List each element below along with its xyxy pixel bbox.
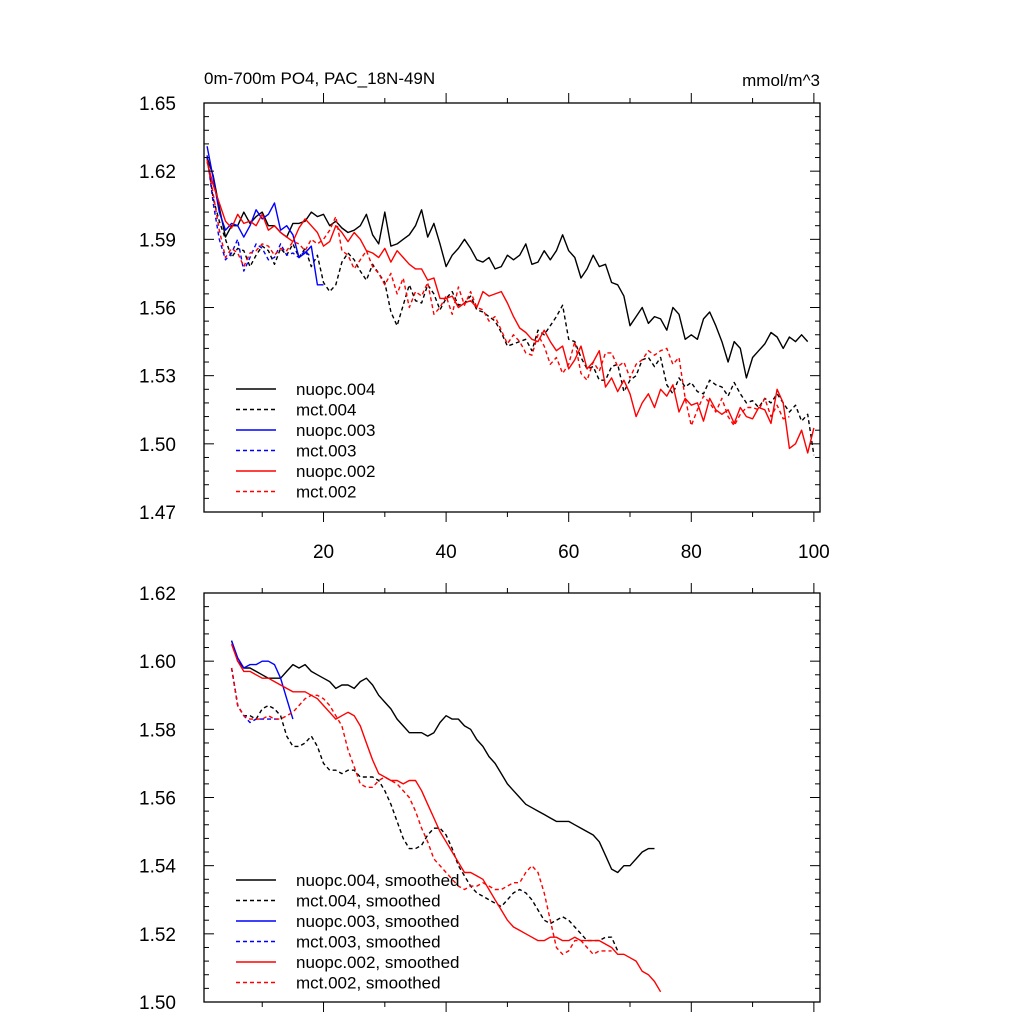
series-line-nuopc-003-smoothed	[230, 640, 294, 720]
bottom-panel-axes: 1.50 1.52 1.54 1.56 1.58 1.60 1.62	[139, 583, 821, 1014]
y-tick-label: 1.50	[139, 993, 176, 1014]
legend-label: mct.003	[296, 442, 356, 461]
y-tick-label: 1.50	[139, 435, 176, 456]
x-tick-label: 80	[681, 542, 702, 563]
series-line-nuopc-003	[206, 146, 324, 286]
y-tick-label: 1.56	[139, 789, 176, 810]
legend-label: mct.004, smoothed	[296, 892, 441, 911]
y-tick-label: 1.60	[139, 652, 176, 673]
legend-label: mct.002	[296, 483, 356, 502]
y-tick-label: 1.58	[139, 720, 176, 741]
series-line-mct-002-smoothed	[230, 667, 612, 955]
y-tick-label: 1.62	[139, 584, 176, 605]
y-tick-label: 1.53	[139, 367, 176, 388]
bottom-panel: 1.50 1.52 1.54 1.56 1.58 1.60 1.62 nuopc.004, …	[139, 583, 821, 1014]
x-tick-label: 100	[798, 542, 830, 563]
x-tick-label: 60	[558, 542, 579, 563]
y-tick-label: 1.59	[139, 230, 176, 251]
y-tick-label: 1.47	[139, 503, 176, 524]
series-line-nuopc-004	[206, 157, 809, 379]
legend-label: mct.003, smoothed	[296, 933, 441, 952]
x-tick-label: 20	[313, 542, 334, 563]
series-line-nuopc-004-smoothed	[230, 640, 655, 874]
top-panel-title: 0m-700m PO4, PAC_18N-49N	[204, 69, 435, 88]
legend-label: nuopc.002	[296, 462, 375, 481]
legend-label: nuopc.003	[296, 421, 375, 440]
top-panel-units: mmol/m^3	[742, 71, 820, 90]
y-tick-label: 1.56	[139, 299, 176, 320]
series-line-mct-004	[206, 157, 815, 456]
legend-label: mct.002, smoothed	[296, 974, 441, 993]
top-panel: 0m-700m PO4, PAC_18N-49N mmol/m^3 1.471.…	[139, 69, 830, 563]
legend-label: mct.004	[296, 401, 356, 420]
legend-label: nuopc.004	[296, 380, 375, 399]
series-line-mct-003	[206, 155, 312, 272]
series-line-nuopc-002	[206, 161, 815, 454]
legend-label: nuopc.002, smoothed	[296, 953, 460, 972]
legend-label: nuopc.003, smoothed	[296, 912, 460, 931]
top-panel-axes: 1.47 1.50 1.53 1.56 1.59 1.62 1.65 20 40 60 80 100	[139, 93, 830, 563]
bottom-panel-series	[230, 640, 662, 993]
series-line-mct-004-smoothed	[230, 667, 619, 952]
series-line-nuopc-002-smoothed	[230, 643, 662, 993]
top-panel-series	[206, 146, 815, 456]
x-tick-label: 40	[436, 542, 457, 563]
y-tick-label: 1.62	[139, 162, 176, 183]
legend-label: nuopc.004, smoothed	[296, 871, 460, 890]
y-tick-label: 1.54	[139, 857, 176, 878]
y-tick-label: 1.52	[139, 925, 176, 946]
y-tick-label: 1.65	[139, 94, 176, 115]
series-line-mct-002	[206, 159, 790, 427]
